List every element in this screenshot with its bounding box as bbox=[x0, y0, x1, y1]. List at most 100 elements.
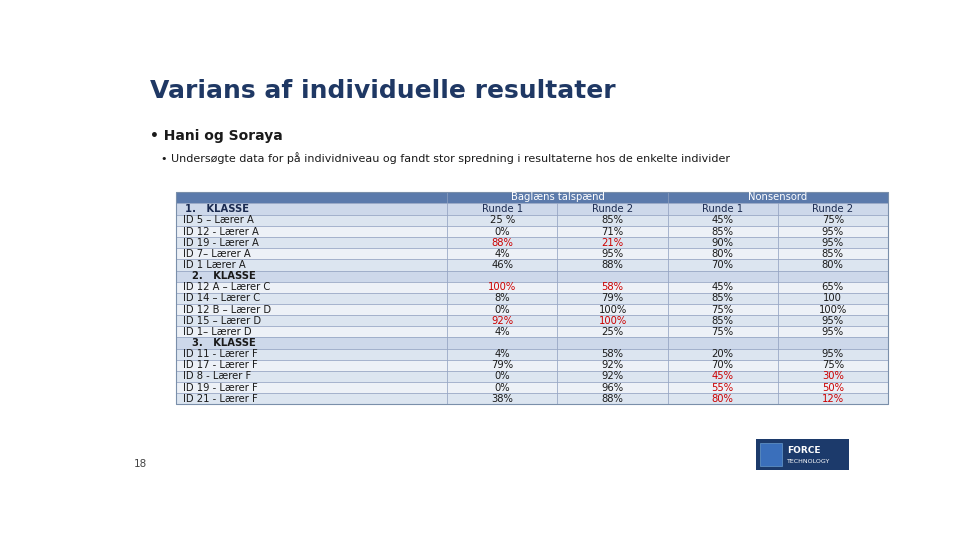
Text: 45%: 45% bbox=[711, 282, 733, 292]
Bar bbox=[176, 260, 447, 271]
Bar bbox=[558, 315, 667, 326]
Bar bbox=[447, 192, 667, 203]
Bar bbox=[558, 382, 667, 393]
Text: 95%: 95% bbox=[822, 227, 844, 237]
Bar bbox=[176, 371, 447, 382]
Bar bbox=[447, 248, 558, 260]
Text: 45%: 45% bbox=[711, 372, 733, 381]
Text: Runde 1: Runde 1 bbox=[482, 204, 523, 214]
Bar bbox=[778, 248, 888, 260]
Text: 79%: 79% bbox=[602, 293, 624, 303]
Text: 70%: 70% bbox=[711, 360, 733, 370]
Bar bbox=[447, 260, 558, 271]
Bar bbox=[176, 326, 447, 338]
Bar bbox=[778, 326, 888, 338]
Text: 3.   KLASSE: 3. KLASSE bbox=[192, 338, 256, 348]
Text: Nonsensord: Nonsensord bbox=[748, 192, 807, 202]
Bar bbox=[558, 371, 667, 382]
Text: 55%: 55% bbox=[711, 383, 733, 393]
Text: 46%: 46% bbox=[492, 260, 514, 270]
Bar bbox=[667, 360, 778, 371]
Bar bbox=[778, 304, 888, 315]
Bar bbox=[778, 203, 888, 215]
Bar bbox=[447, 293, 558, 304]
Text: 12%: 12% bbox=[822, 394, 844, 404]
Text: ID 1 Lærer A: ID 1 Lærer A bbox=[183, 260, 246, 270]
Text: 71%: 71% bbox=[602, 227, 624, 237]
Bar bbox=[667, 215, 778, 226]
Text: Runde 1: Runde 1 bbox=[702, 204, 743, 214]
Text: 75%: 75% bbox=[711, 327, 733, 337]
Text: 65%: 65% bbox=[822, 282, 844, 292]
Bar bbox=[447, 315, 558, 326]
Text: 80%: 80% bbox=[822, 260, 844, 270]
Text: 85%: 85% bbox=[711, 227, 733, 237]
Bar bbox=[447, 360, 558, 371]
Bar bbox=[558, 293, 667, 304]
Bar bbox=[667, 338, 778, 349]
Bar bbox=[667, 237, 778, 248]
Bar bbox=[778, 393, 888, 404]
Text: 95%: 95% bbox=[822, 349, 844, 359]
Bar bbox=[778, 360, 888, 371]
Bar bbox=[667, 304, 778, 315]
Bar bbox=[176, 304, 447, 315]
Text: Runde 2: Runde 2 bbox=[812, 204, 853, 214]
Bar bbox=[667, 226, 778, 237]
Text: 18: 18 bbox=[133, 459, 147, 469]
Bar bbox=[558, 338, 667, 349]
Bar bbox=[558, 260, 667, 271]
Text: • Hani og Soraya: • Hani og Soraya bbox=[150, 129, 282, 143]
Text: ID 12 - Lærer A: ID 12 - Lærer A bbox=[183, 227, 259, 237]
Bar bbox=[558, 326, 667, 338]
Text: 92%: 92% bbox=[602, 360, 624, 370]
Text: 95%: 95% bbox=[822, 316, 844, 326]
Bar bbox=[667, 326, 778, 338]
Bar bbox=[558, 237, 667, 248]
Bar bbox=[176, 215, 447, 226]
Bar bbox=[558, 304, 667, 315]
Text: ID 19 - Lærer A: ID 19 - Lærer A bbox=[183, 238, 259, 248]
Bar bbox=[447, 382, 558, 393]
Text: 0%: 0% bbox=[494, 372, 510, 381]
Text: 21%: 21% bbox=[602, 238, 624, 248]
Text: ID 21 - Lærer F: ID 21 - Lærer F bbox=[183, 394, 258, 404]
Bar bbox=[176, 192, 447, 203]
Text: 85%: 85% bbox=[711, 293, 733, 303]
Text: ID 17 - Lærer F: ID 17 - Lærer F bbox=[183, 360, 258, 370]
Text: TECHNOLOGY: TECHNOLOGY bbox=[787, 459, 830, 464]
Text: 2.   KLASSE: 2. KLASSE bbox=[192, 271, 256, 281]
Bar bbox=[558, 215, 667, 226]
Text: 100%: 100% bbox=[598, 316, 627, 326]
Text: 1.   KLASSE: 1. KLASSE bbox=[184, 204, 249, 214]
Text: Baglæns talspænd: Baglæns talspænd bbox=[511, 192, 605, 202]
Text: 75%: 75% bbox=[822, 215, 844, 226]
Bar bbox=[667, 382, 778, 393]
Text: 95%: 95% bbox=[822, 327, 844, 337]
Text: 88%: 88% bbox=[602, 260, 623, 270]
Text: 8%: 8% bbox=[494, 293, 510, 303]
Text: 30%: 30% bbox=[822, 372, 844, 381]
Bar bbox=[558, 271, 667, 282]
Text: 25 %: 25 % bbox=[490, 215, 516, 226]
Bar bbox=[778, 338, 888, 349]
Text: ID 11 - Lærer F: ID 11 - Lærer F bbox=[183, 349, 258, 359]
Bar bbox=[778, 315, 888, 326]
Text: 88%: 88% bbox=[492, 238, 514, 248]
Text: 4%: 4% bbox=[494, 349, 510, 359]
Text: 85%: 85% bbox=[602, 215, 624, 226]
Text: 96%: 96% bbox=[602, 383, 624, 393]
Bar bbox=[558, 349, 667, 360]
Bar bbox=[176, 271, 447, 282]
Text: 45%: 45% bbox=[711, 215, 733, 226]
Text: Runde 2: Runde 2 bbox=[592, 204, 633, 214]
Bar bbox=[176, 338, 447, 349]
Text: ID 8 - Lærer F: ID 8 - Lærer F bbox=[183, 372, 252, 381]
Bar bbox=[176, 282, 447, 293]
Bar bbox=[667, 315, 778, 326]
Bar bbox=[176, 192, 888, 404]
Bar bbox=[447, 393, 558, 404]
Bar bbox=[176, 226, 447, 237]
Bar bbox=[667, 393, 778, 404]
Bar bbox=[778, 382, 888, 393]
